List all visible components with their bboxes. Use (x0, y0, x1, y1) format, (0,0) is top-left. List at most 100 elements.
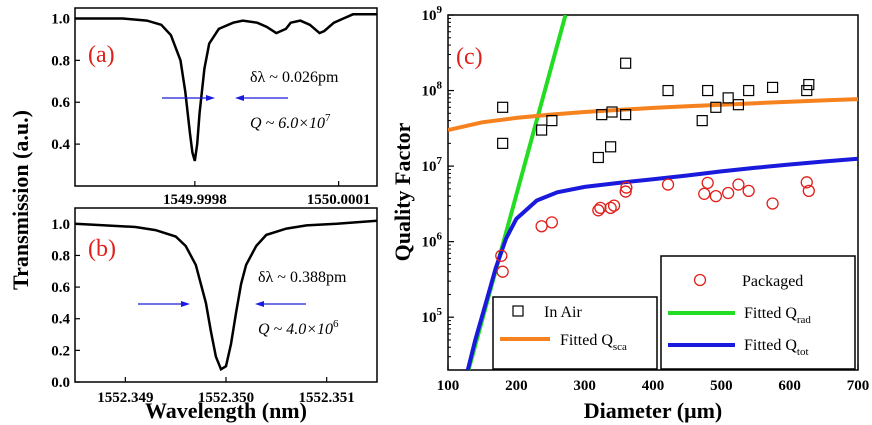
panel-b-ytick-label: 0.4 (51, 312, 70, 328)
packaged-point (619, 185, 632, 198)
diameter-axis-title: Diameter (μm) (584, 398, 723, 423)
in-air-point (696, 115, 708, 127)
packaged-point (742, 184, 755, 198)
panel-c-label: (c) (456, 44, 483, 70)
in-air-point (592, 151, 604, 164)
in-air-point (743, 84, 755, 97)
quality-factor-axis-title: Quality Factor (390, 122, 415, 261)
legend-left: In Air Fitted Qsca (492, 296, 658, 370)
panel-c-ytick-label: 109 (422, 4, 443, 24)
packaged-point (800, 176, 813, 189)
panel-b-frame (74, 207, 378, 383)
panel-c-ytick-label: 106 (422, 231, 443, 251)
panel-b-ytick-label: 0.6 (51, 280, 70, 296)
packaged-point (495, 249, 508, 262)
packaged-point (604, 201, 617, 215)
panel-a-spectrum-line (75, 13, 377, 162)
panel-a-q-annotation: Q ~ 6.0×107 (250, 112, 331, 132)
panel-c-ytick-label: 105 (422, 306, 443, 326)
panel-a-ytick-label: 0.8 (51, 53, 70, 69)
fitted-qtot-curve (465, 156, 858, 370)
legend-left-box (492, 296, 658, 370)
packaged-point (732, 178, 745, 191)
legend-in-air-label: In Air (544, 304, 582, 321)
panel-c-ytick-label: 108 (422, 80, 443, 100)
in-air-point (722, 92, 734, 104)
packaged-point (592, 204, 605, 217)
panel-b-xtick-label: 1552.351 (299, 390, 355, 406)
packaged-point (607, 199, 621, 212)
fitted-qsca-curve (448, 97, 858, 133)
packaged-point (766, 197, 779, 210)
packaged-point (722, 186, 735, 200)
panel-a-linewidth-annotation: δλ ~ 0.026pm (250, 69, 339, 86)
packaged-point (496, 265, 509, 278)
panel-c-xtick-label: 400 (642, 378, 665, 394)
panel-b: 0.0 0.2 0.4 0.6 0.8 1.0 1552.349 1552.350 1552.… (51, 207, 378, 406)
packaged-point (802, 184, 815, 198)
panel-a-xtick-label: 1549.9998 (163, 192, 227, 208)
packaged-point (698, 187, 711, 200)
panel-c-xtick-label: 500 (710, 378, 733, 394)
panel-b-xtick-label: 1552.350 (198, 390, 254, 406)
in-air-point (710, 101, 722, 113)
packaged-point (701, 176, 714, 190)
panel-b-spectrum-line (75, 219, 377, 372)
in-air-point (497, 101, 509, 113)
legend-packaged-marker (693, 273, 707, 287)
legend-packaged-label: Packaged (742, 273, 803, 290)
panel-b-arrowhead-right (255, 301, 264, 307)
in-air-point (620, 57, 632, 69)
packaged-point (594, 201, 607, 215)
packaged-point (545, 216, 559, 229)
packaged-point (620, 181, 633, 194)
packaged-point (661, 178, 675, 191)
in-air-point (620, 109, 632, 121)
transmission-axis-title: Transmission (a.u.) (8, 110, 33, 290)
in-air-point (803, 78, 815, 91)
panel-a-ytick-label: 1.0 (51, 11, 70, 27)
packaged-point (535, 220, 548, 233)
packaged-point (709, 190, 723, 203)
panel-c-xtick-label: 100 (437, 378, 460, 394)
panel-c: 105 106 107 108 109 100 200 300 400 500 600 700 (c… (390, 4, 869, 423)
panel-b-ytick-label: 0.8 (51, 248, 70, 264)
panel-b-linewidth-annotation: δλ ~ 0.388pm (258, 269, 347, 286)
legend-fitted-qrad-label: Fitted Qrad (744, 305, 811, 326)
panel-c-xtick-label: 700 (847, 378, 870, 394)
panel-b-q-annotation: Q ~ 4.0×106 (258, 318, 339, 338)
in-air-point (801, 84, 813, 97)
in-air-point (536, 124, 548, 136)
panel-b-xtick-label: 1552.349 (97, 390, 153, 406)
legend-right: Packaged Fitted Qrad Fitted Qtot (660, 255, 856, 370)
panel-a-frame (74, 7, 378, 187)
panel-a-ytick-label: 0.6 (51, 95, 70, 111)
legend-fitted-qsca-label: Fitted Qsca (560, 332, 627, 353)
in-air-point (732, 99, 745, 111)
panel-a-ytick-label: 0.4 (51, 137, 70, 153)
panel-b-label: (b) (88, 236, 116, 262)
panel-b-ytick-label: 0.0 (51, 375, 70, 391)
panel-a: 0.4 0.6 0.8 1.0 1549.9998 1550.0001 (a) δλ ~… (51, 7, 378, 208)
panel-b-ytick-label: 1.0 (51, 217, 70, 233)
panel-a-xtick-label: 1550.0001 (307, 192, 371, 208)
panel-b-arrowhead-left (181, 301, 190, 307)
panel-a-arrowhead-left (206, 95, 215, 101)
panel-b-ytick-label: 0.2 (51, 343, 70, 359)
panel-a-label: (a) (88, 42, 115, 68)
in-air-point (546, 115, 558, 127)
in-air-point (662, 84, 674, 97)
panel-c-xtick-label: 300 (573, 378, 596, 394)
legend-fitted-qtot-label: Fitted Qtot (744, 337, 809, 358)
in-air-point (606, 106, 618, 118)
in-air-point (766, 81, 779, 94)
legend-in-air-marker (512, 305, 524, 317)
panel-c-xtick-label: 200 (505, 378, 528, 394)
panel-c-ytick-label: 107 (422, 155, 443, 175)
in-air-point (605, 141, 617, 153)
panel-c-xtick-label: 600 (778, 378, 801, 394)
in-air-point (702, 84, 714, 97)
in-air-point (497, 137, 509, 149)
wavelength-axis-title: Wavelength (nm) (145, 398, 307, 423)
